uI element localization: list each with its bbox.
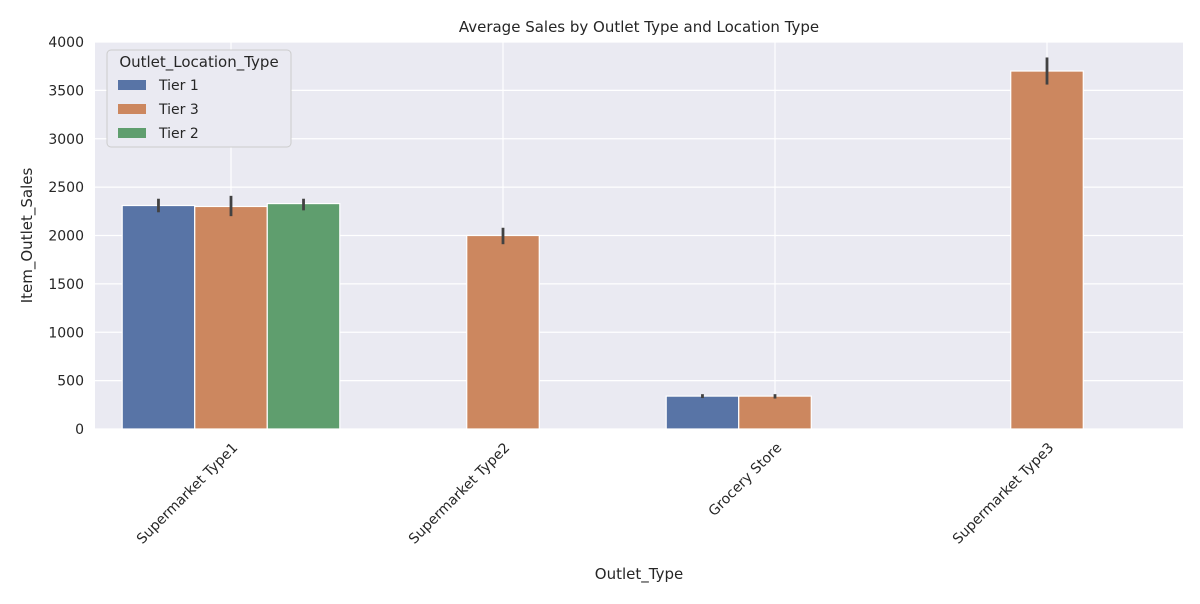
bar [121,204,196,430]
legend-label: Tier 1 [158,78,199,94]
x-tick-label: Supermarket Type1 [134,440,241,547]
y-axis-label: Item_Outlet_Sales [18,168,37,304]
bar [194,205,268,430]
y-tick-label: 1500 [48,277,84,293]
bar [266,202,341,430]
y-tick-label: 2000 [48,229,84,245]
y-tick-label: 0 [75,422,84,438]
bar [466,234,540,430]
legend-swatch [118,104,146,114]
bar [738,395,812,430]
legend-swatch [118,128,146,138]
legend-label: Tier 2 [158,126,199,142]
legend: Outlet_Location_Type Tier 1 Tier 3 Tier 2 [106,49,292,148]
y-tick-label: 3000 [48,132,84,148]
y-tick-label: 1000 [48,325,84,341]
x-tick-labels: Supermarket Type1 Supermarket Type2 Grocer… [134,440,1057,547]
x-tick-label: Supermarket Type3 [950,440,1057,547]
legend-items: Tier 1 Tier 3 Tier 2 [118,78,199,142]
x-tick-label: Supermarket Type2 [406,440,513,547]
legend-swatch [118,80,146,90]
y-tick-labels: 0 500 1000 1500 2000 2500 3000 3500 4000 [48,35,84,438]
x-axis-label: Outlet_Type [595,565,683,584]
legend-label: Tier 3 [158,102,199,118]
y-tick-label: 500 [57,374,84,390]
legend-box [106,49,292,148]
y-tick-label: 3500 [48,83,84,99]
legend-title: Outlet_Location_Type [119,53,278,72]
error-bars [157,57,1049,399]
bar [1010,70,1084,430]
x-tick-label: Grocery Store [706,440,786,520]
y-tick-label: 2500 [48,180,84,196]
y-tick-label: 4000 [48,35,84,51]
bar [665,395,740,430]
bars [121,70,1084,430]
chart-title: Average Sales by Outlet Type and Locatio… [459,18,819,36]
